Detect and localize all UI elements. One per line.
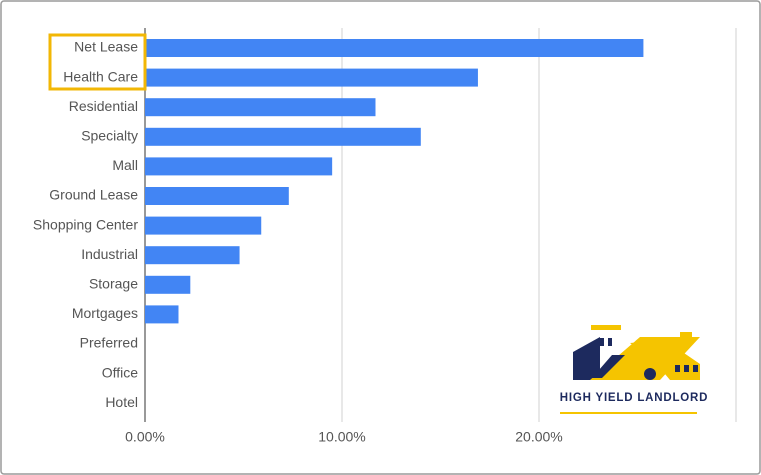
highlight-box — [48, 33, 147, 91]
bar — [145, 39, 644, 57]
bar — [145, 275, 191, 294]
y-tick-label: Ground Lease — [49, 187, 138, 203]
x-tick-label: 0.00% — [125, 429, 165, 445]
logo-graphic — [560, 325, 700, 414]
logo-text: HIGH YIELD LANDLORD — [560, 392, 709, 404]
y-tick-label: Net Lease — [74, 39, 138, 55]
bar — [145, 98, 376, 117]
y-tick-label: Hotel — [105, 394, 138, 410]
bar — [145, 187, 289, 205]
bar — [145, 305, 179, 324]
y-tick-label: Storage — [89, 276, 138, 292]
y-tick-label: Residential — [69, 98, 138, 114]
y-tick-label: Preferred — [80, 335, 138, 351]
bar — [145, 157, 333, 176]
y-tick-label: Mall — [112, 157, 138, 173]
bar — [145, 246, 240, 265]
y-tick-label: Specialty — [81, 128, 138, 144]
x-tick-label: 10.00% — [318, 429, 365, 445]
bar — [145, 127, 421, 146]
y-tick-label: Industrial — [81, 246, 138, 262]
bar — [145, 68, 478, 87]
y-tick-label: Mortgages — [72, 305, 138, 321]
y-tick-label: Shopping Center — [33, 216, 138, 232]
y-tick-label: Office — [102, 364, 139, 380]
bar — [145, 216, 262, 235]
y-tick-label: Health Care — [63, 68, 138, 84]
x-tick-label: 20.00% — [515, 429, 562, 445]
